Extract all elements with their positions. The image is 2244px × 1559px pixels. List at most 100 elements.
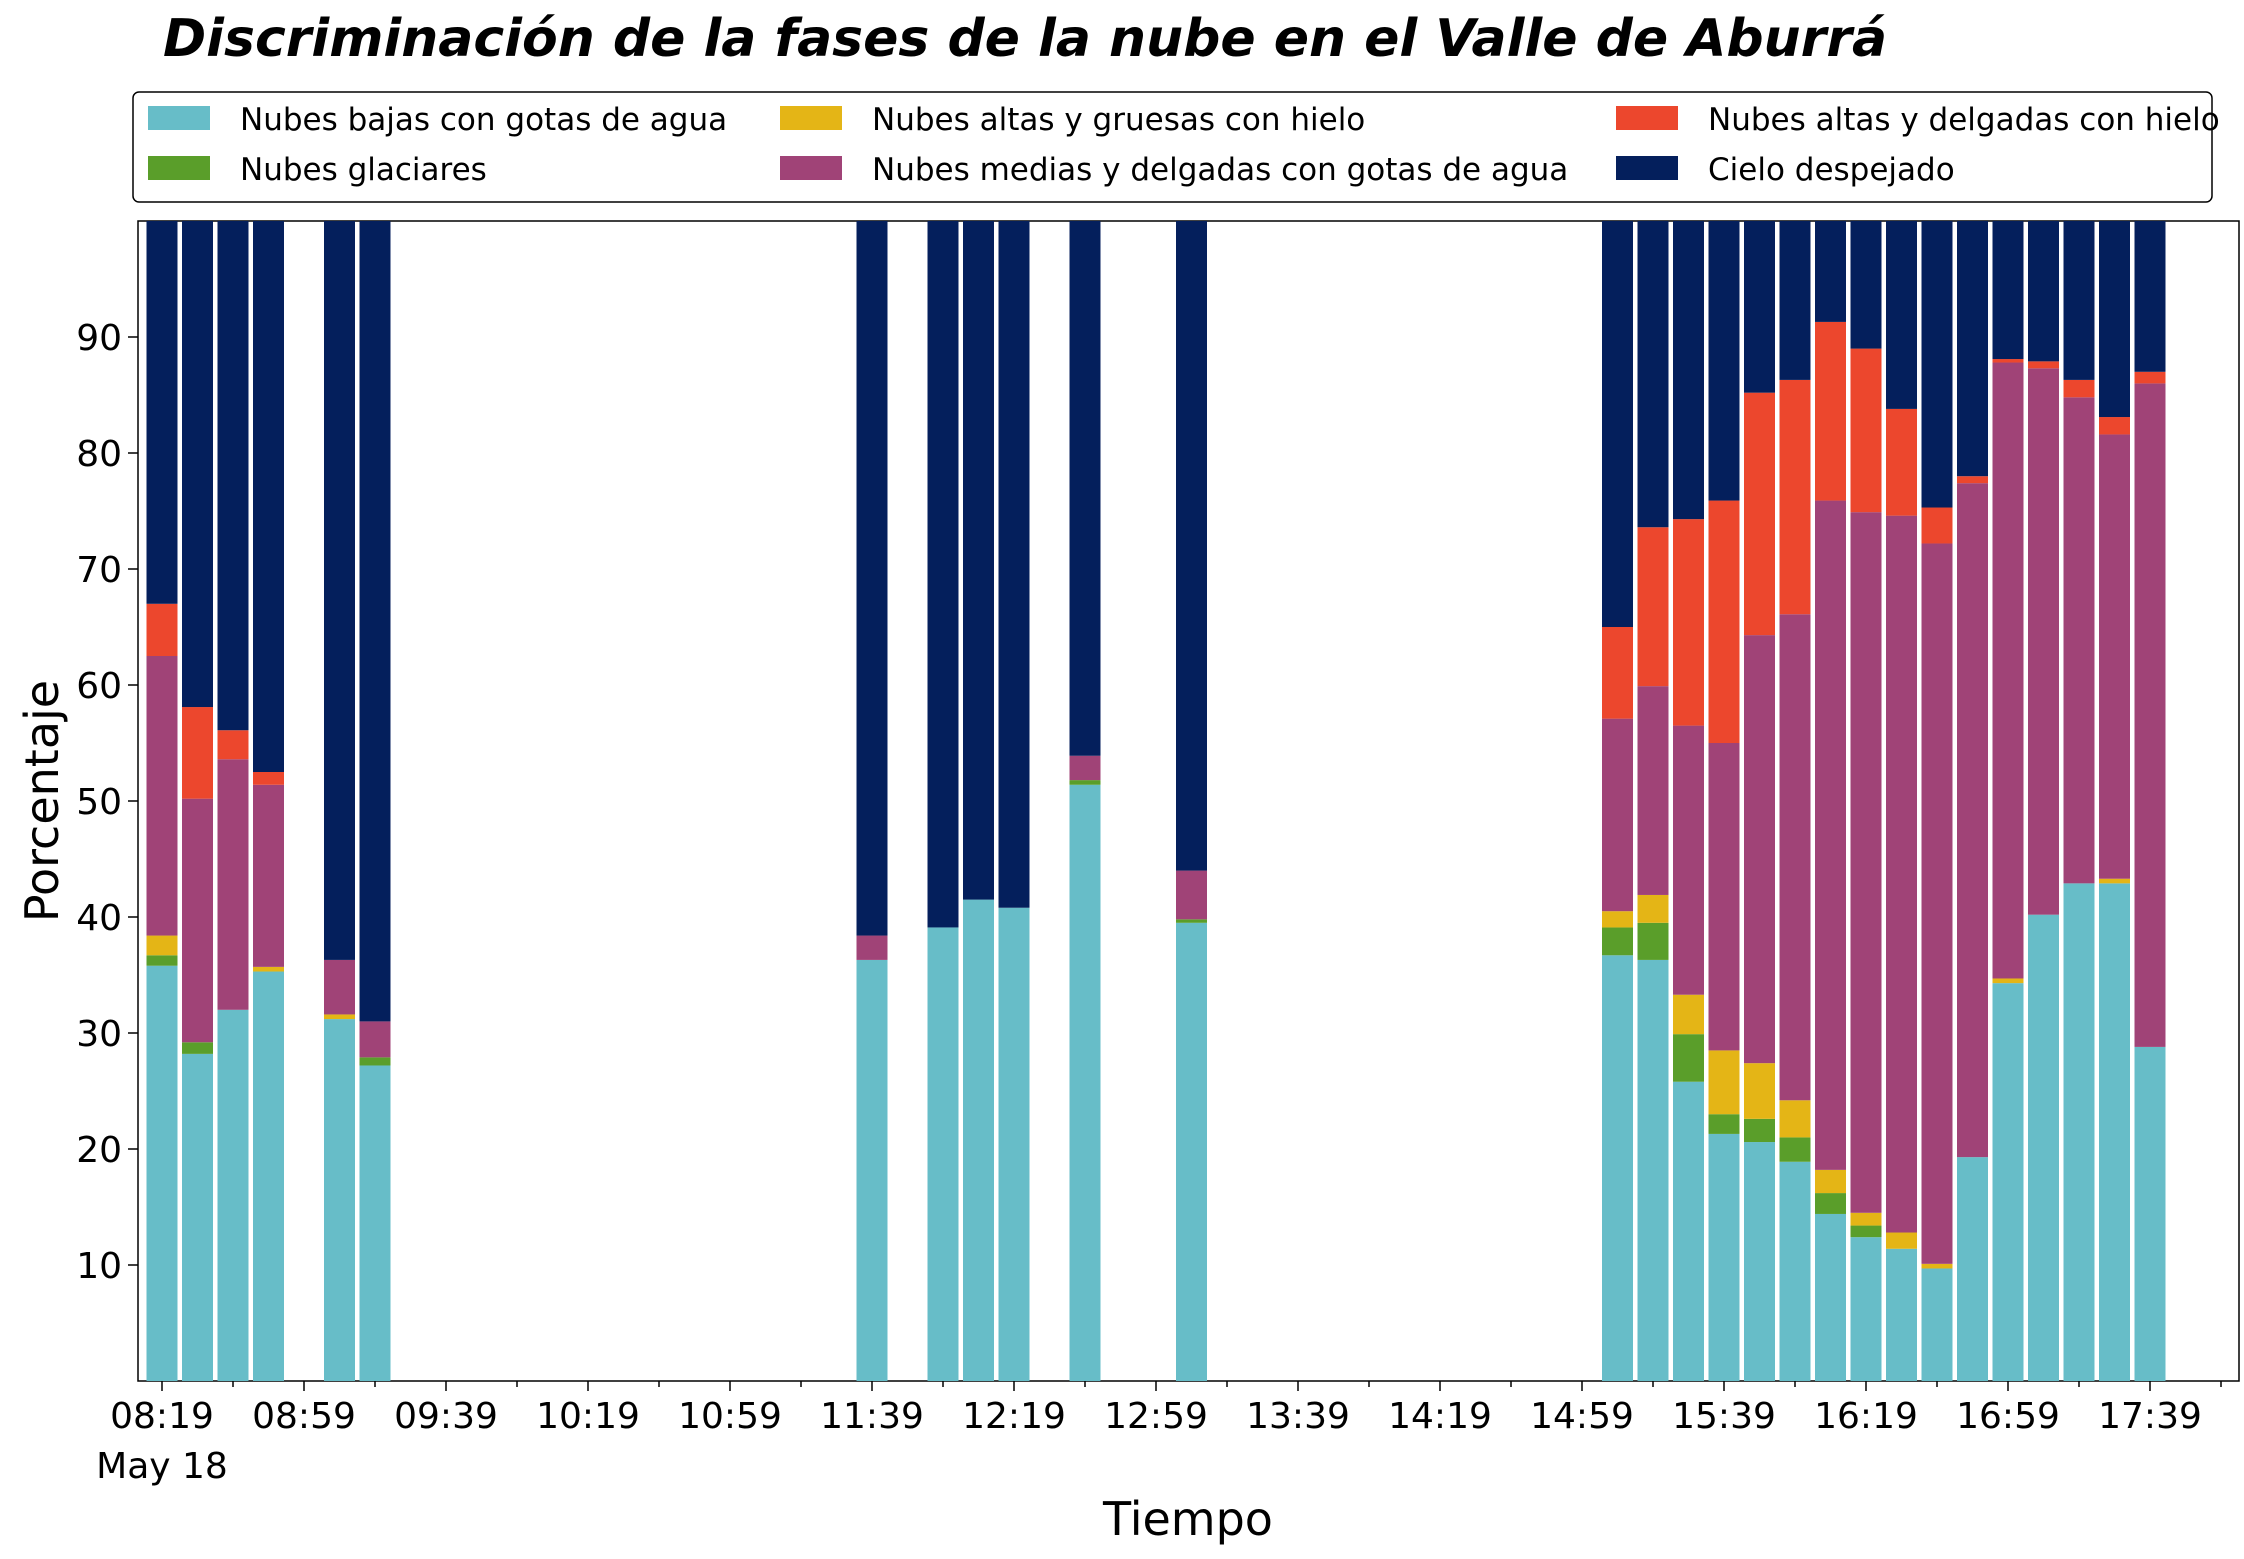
bar-segment bbox=[182, 798, 213, 1043]
y-tick-label: 30 bbox=[76, 1014, 122, 1055]
bar-segment bbox=[2134, 221, 2166, 372]
bar-segment bbox=[1744, 1142, 1775, 1381]
bar-segment bbox=[1708, 500, 1740, 743]
bar-segment bbox=[1779, 1100, 1811, 1138]
bars-group bbox=[146, 221, 2166, 1381]
bar-segment bbox=[1850, 512, 1882, 1213]
bar-stack bbox=[2028, 221, 2059, 1381]
bar-segment bbox=[324, 1014, 355, 1020]
bar-segment bbox=[324, 1019, 355, 1381]
bar-segment bbox=[1886, 1248, 1917, 1381]
bar-segment bbox=[1176, 870, 1207, 920]
legend-item: Nubes altas y delgadas con hielo bbox=[1616, 102, 2220, 138]
bar-segment bbox=[146, 221, 178, 604]
bar-segment bbox=[2099, 417, 2130, 435]
bar-segment bbox=[1992, 359, 2024, 363]
bar-segment bbox=[1815, 500, 1846, 1170]
bar-stack bbox=[2134, 221, 2166, 1381]
bar-segment bbox=[1992, 362, 2024, 979]
bar-segment bbox=[1815, 1213, 1846, 1381]
bar-segment bbox=[2134, 371, 2166, 384]
bar-segment bbox=[1708, 221, 1740, 501]
bar-segment bbox=[1673, 1081, 1704, 1381]
bar-segment bbox=[1815, 221, 1846, 322]
bar-segment bbox=[217, 221, 249, 731]
y-axis: 10 20 30 40 50 60 70 80 90 bbox=[76, 318, 138, 1287]
x-tick-label: 14:19 bbox=[1388, 1396, 1492, 1437]
x-tick-label: 14:59 bbox=[1530, 1396, 1634, 1437]
bar-segment bbox=[217, 1009, 249, 1381]
bar-segment bbox=[1069, 221, 1101, 756]
bar-segment bbox=[1176, 922, 1207, 1381]
bar-segment bbox=[2063, 397, 2095, 884]
bar-segment bbox=[1957, 221, 1988, 477]
legend-label: Nubes medias y delgadas con gotas de agu… bbox=[872, 152, 1568, 188]
bar-segment bbox=[1992, 221, 2024, 360]
bar-segment bbox=[1176, 221, 1207, 871]
legend-label: Nubes altas y gruesas con hielo bbox=[872, 102, 1365, 138]
x-tick-label: 13:39 bbox=[1246, 1396, 1350, 1437]
bar-stack bbox=[1850, 221, 1882, 1381]
legend: Nubes bajas con gotas de agua Nubes glaci… bbox=[132, 91, 2220, 203]
legend-item: Nubes altas y gruesas con hielo bbox=[780, 102, 1365, 138]
bar-segment bbox=[146, 603, 178, 656]
bar-stack bbox=[1602, 221, 1633, 1381]
legend-item: Nubes bajas con gotas de agua bbox=[148, 102, 727, 138]
bar-segment bbox=[1708, 1114, 1740, 1134]
bar-segment bbox=[1779, 614, 1811, 1101]
x-tick-label: 10:19 bbox=[536, 1396, 640, 1437]
bar-segment bbox=[1673, 519, 1704, 726]
bar-segment bbox=[856, 935, 888, 960]
y-tick-label: 60 bbox=[76, 666, 122, 707]
legend-label: Cielo despejado bbox=[1708, 152, 1955, 188]
bar-segment bbox=[1069, 755, 1101, 781]
legend-item: Cielo despejado bbox=[1616, 152, 1955, 188]
bar-segment bbox=[253, 772, 284, 785]
bar-segment bbox=[146, 965, 178, 1381]
bar-segment bbox=[998, 221, 1030, 908]
bar-segment bbox=[1602, 627, 1633, 719]
bar-segment bbox=[1779, 221, 1811, 380]
bar-segment bbox=[1637, 221, 1669, 528]
bar-segment bbox=[324, 959, 355, 1015]
x-axis: 08:19 08:59 09:39 10:19 10:59 11:39 12:19 12:59… bbox=[110, 1381, 2222, 1437]
bar-stack bbox=[217, 221, 249, 1381]
x-tick-label: 16:19 bbox=[1814, 1396, 1918, 1437]
x-date-label: May 18 bbox=[96, 1446, 228, 1487]
bar-stack bbox=[324, 221, 355, 1381]
legend-swatch bbox=[148, 156, 210, 180]
legend-swatch bbox=[1616, 106, 1678, 130]
bar-segment bbox=[1602, 718, 1633, 912]
legend-item: Nubes medias y delgadas con gotas de agu… bbox=[780, 152, 1568, 188]
bar-segment bbox=[2099, 221, 2130, 418]
bar-segment bbox=[182, 1053, 213, 1381]
x-axis-title: Tiempo bbox=[1102, 1492, 1273, 1546]
legend-swatch bbox=[780, 156, 842, 180]
x-tick-label: 12:59 bbox=[1104, 1396, 1208, 1437]
bar-segment bbox=[1815, 1169, 1846, 1194]
y-tick-label: 20 bbox=[76, 1130, 122, 1171]
bar-stack bbox=[2099, 221, 2130, 1381]
bar-segment bbox=[1886, 515, 1917, 1233]
bar-segment bbox=[2028, 221, 2059, 362]
bar-segment bbox=[1069, 784, 1101, 1381]
bar-segment bbox=[2134, 383, 2166, 1047]
legend-swatch bbox=[1616, 156, 1678, 180]
y-tick-label: 40 bbox=[76, 898, 122, 939]
bar-segment bbox=[1921, 1263, 1953, 1269]
bar-segment bbox=[1921, 221, 1953, 508]
bar-segment bbox=[1069, 780, 1101, 785]
bar-segment bbox=[2063, 221, 2095, 380]
bar-segment bbox=[1673, 1034, 1704, 1082]
bar-segment bbox=[359, 1057, 391, 1066]
bar-segment bbox=[182, 221, 213, 708]
bar-stack bbox=[1637, 221, 1669, 1381]
bar-segment bbox=[1637, 894, 1669, 923]
bar-segment bbox=[253, 221, 284, 772]
bar-segment bbox=[146, 935, 178, 956]
x-tick-label: 10:59 bbox=[678, 1396, 782, 1437]
bar-segment bbox=[253, 971, 284, 1381]
bar-segment bbox=[2099, 434, 2130, 879]
bar-segment bbox=[2099, 883, 2130, 1381]
bar-segment bbox=[1779, 1161, 1811, 1381]
